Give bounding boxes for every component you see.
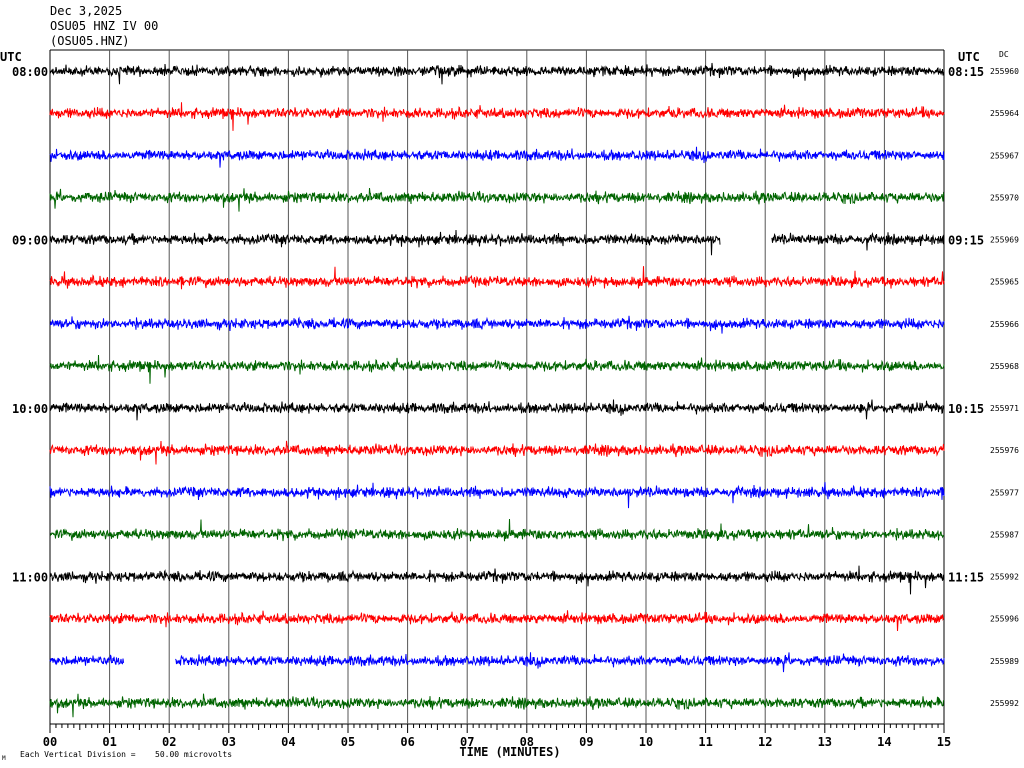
trace-line xyxy=(49,102,945,131)
x-axis-title: TIME (MINUTES) xyxy=(459,745,560,759)
trace-dc-value: 255965 xyxy=(990,278,1019,287)
x-tick-label: 14 xyxy=(877,735,891,749)
trace-line xyxy=(49,610,945,632)
x-tick-label: 04 xyxy=(281,735,295,749)
left-utc-label: UTC xyxy=(0,50,22,64)
station-label: OSU05 HNZ IV 00 xyxy=(50,19,159,33)
axis-labels: UTC UTC DC TIME (MINUTES) M Each Vertica… xyxy=(0,50,1019,762)
right-hour-label: 08:15 xyxy=(948,65,984,79)
trace-dc-value: 255992 xyxy=(990,699,1019,708)
x-tick-label: 08 xyxy=(520,735,534,749)
trace-dc-value: 255969 xyxy=(990,236,1019,245)
x-tick-label: 11 xyxy=(698,735,712,749)
dc-label: DC xyxy=(999,50,1009,59)
trace-line xyxy=(49,266,945,290)
x-tick-label: 05 xyxy=(341,735,355,749)
trace-dc-value: 255966 xyxy=(990,320,1019,329)
trace-dc-value: 255989 xyxy=(990,657,1019,666)
trace-dc-value: 255971 xyxy=(990,404,1019,413)
x-tick-label: 15 xyxy=(937,735,951,749)
trace-line xyxy=(49,146,945,168)
x-tick-label: 02 xyxy=(162,735,176,749)
right-utc-label: UTC xyxy=(958,50,980,64)
trace-dc-value: 255996 xyxy=(990,615,1019,624)
right-hour-label: 10:15 xyxy=(948,402,984,416)
trace-line xyxy=(49,188,945,212)
trace-dc-value: 255976 xyxy=(990,446,1019,455)
left-hour-label: 11:00 xyxy=(12,571,48,585)
date-label: Dec 3,2025 xyxy=(50,4,123,18)
right-hour-label: 11:15 xyxy=(948,571,984,585)
left-hour-label: 09:00 xyxy=(12,234,48,248)
x-tick-label: 13 xyxy=(818,735,832,749)
trace-dc-value: 255987 xyxy=(990,530,1019,539)
trace-line xyxy=(49,518,945,542)
trace-dc-value: 255992 xyxy=(990,573,1019,582)
x-tick-label: 03 xyxy=(222,735,236,749)
x-tick-label: 12 xyxy=(758,735,772,749)
trace-line xyxy=(49,315,945,334)
trace-line xyxy=(49,440,945,465)
trace-dc-value: 255967 xyxy=(990,151,1019,160)
scale-note: Each Vertical Division = xyxy=(20,750,136,759)
x-tick-label: 00 xyxy=(43,735,57,749)
trace-line xyxy=(49,652,945,673)
trace-dc-value: 255964 xyxy=(990,109,1019,118)
trace-line xyxy=(49,399,945,421)
trace-dc-value: 255968 xyxy=(990,362,1019,371)
grid-lines xyxy=(49,49,945,733)
x-tick-label: 01 xyxy=(102,735,116,749)
trace-dc-value: 255970 xyxy=(990,193,1019,202)
trace-dc-value: 255960 xyxy=(990,67,1019,76)
trace-line xyxy=(49,229,945,256)
scale-corner-mark: M xyxy=(2,755,6,762)
left-hour-label: 08:00 xyxy=(12,65,48,79)
x-tick-label: 06 xyxy=(400,735,414,749)
trace-dc-value: 255977 xyxy=(990,488,1019,497)
trace-line xyxy=(49,354,945,384)
trace-line xyxy=(49,482,945,509)
seismic-traces xyxy=(49,62,945,718)
left-hour-label: 10:00 xyxy=(12,402,48,416)
channel-label: (OSU05.HNZ) xyxy=(50,34,130,48)
x-tick-label: 07 xyxy=(460,735,474,749)
x-tick-label: 09 xyxy=(579,735,593,749)
trace-line xyxy=(49,693,945,718)
scale-value: 50.00 microvolts xyxy=(155,750,232,759)
trace-line xyxy=(49,62,945,85)
x-tick-label: 10 xyxy=(639,735,653,749)
right-hour-label: 09:15 xyxy=(948,234,984,248)
trace-line xyxy=(49,565,945,595)
